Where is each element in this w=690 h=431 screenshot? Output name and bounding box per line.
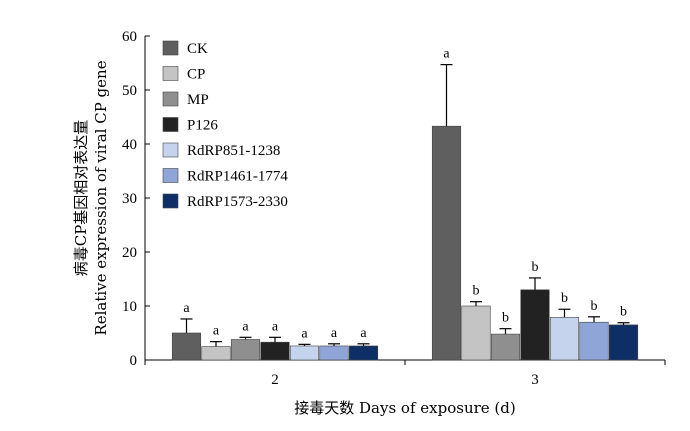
significance-label: a	[183, 301, 190, 316]
y-tick-label: 50	[122, 83, 137, 99]
y-ticks: 0 10 20 30 40 50 60	[122, 29, 150, 369]
bar	[260, 341, 290, 361]
significance-label: b	[620, 305, 627, 320]
significance-label: b	[591, 299, 598, 314]
legend-swatch	[162, 66, 179, 81]
x-tick-label: 3	[531, 372, 539, 388]
bar	[348, 345, 379, 361]
bar	[490, 333, 521, 361]
legend-label: P126	[187, 118, 218, 134]
significance-label: b	[473, 284, 480, 299]
legend-label: RdRP1573-2330	[187, 194, 288, 210]
significance-label: b	[532, 260, 539, 275]
legend-label: RdRP851-1238	[187, 143, 280, 159]
x-tick-label: 2	[271, 372, 279, 388]
legend-swatch	[162, 40, 179, 56]
legend-swatch	[162, 142, 179, 158]
bar	[171, 332, 202, 361]
bars: a a a a a a a a b b b b b b	[171, 47, 639, 361]
y-tick-label: 60	[122, 29, 137, 45]
bar	[549, 317, 580, 361]
bar	[431, 125, 462, 361]
y-tick-label: 0	[130, 353, 138, 369]
y-tick-label: 10	[122, 299, 137, 315]
legend: CK CP MP P126 RdRP851-1238 RdRP1461-1774 RdRP1…	[162, 40, 288, 210]
legend-swatch	[162, 168, 179, 183]
significance-label: b	[561, 291, 568, 306]
significance-label: a	[360, 326, 367, 341]
legend-swatch	[162, 193, 179, 209]
bar	[461, 305, 491, 361]
bar	[520, 289, 550, 361]
legend-swatch	[162, 91, 179, 107]
significance-label: b	[502, 311, 509, 326]
significance-label: a	[242, 319, 249, 334]
legend-label: RdRP1461-1774	[187, 169, 288, 185]
y-axis-title-line2: Relative expression of viral CP gene	[92, 60, 110, 335]
significance-label: a	[301, 326, 308, 341]
legend-label: MP	[187, 92, 209, 108]
y-tick-label: 20	[122, 245, 137, 261]
legend-label: CP	[187, 67, 205, 83]
legend-label: CK	[187, 41, 208, 57]
legend-swatch	[162, 117, 179, 132]
significance-label: a	[272, 319, 279, 334]
bar	[230, 339, 261, 361]
significance-label: a	[331, 326, 338, 341]
significance-label: a	[213, 324, 220, 339]
significance-label: a	[443, 47, 450, 62]
x-axis-title: 接毒天数 Days of exposure (d)	[294, 399, 515, 417]
bar	[608, 324, 639, 361]
bar	[579, 321, 609, 361]
bar	[201, 346, 231, 361]
y-tick-label: 30	[122, 191, 137, 207]
bar	[319, 345, 349, 361]
bar	[289, 345, 320, 361]
y-tick-label: 40	[122, 137, 137, 153]
y-axis-title-line1: 病毒CP基因相对表达量	[72, 120, 90, 277]
